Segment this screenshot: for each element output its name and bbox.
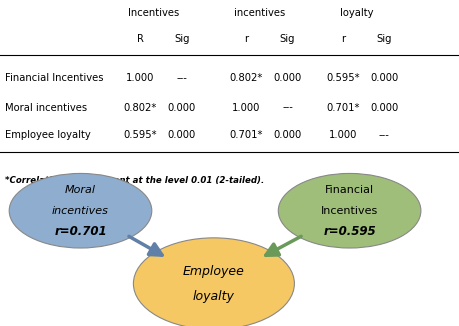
- Text: ---: ---: [281, 103, 292, 112]
- Text: r=0.701: r=0.701: [54, 225, 106, 238]
- Text: loyalty: loyalty: [192, 290, 235, 303]
- Text: 1.000: 1.000: [126, 73, 154, 83]
- Text: 0.000: 0.000: [273, 73, 301, 83]
- Text: r: r: [244, 34, 247, 44]
- Text: Employee: Employee: [183, 264, 244, 277]
- Text: incentives: incentives: [52, 206, 109, 216]
- Text: incentives: incentives: [234, 8, 285, 18]
- Text: Moral: Moral: [65, 185, 96, 195]
- Text: Moral incentives: Moral incentives: [5, 103, 87, 112]
- Text: loyalty: loyalty: [339, 8, 372, 18]
- Text: 0.000: 0.000: [273, 130, 301, 140]
- Text: 0.802*: 0.802*: [123, 103, 157, 112]
- Text: 0.000: 0.000: [167, 130, 196, 140]
- Text: 0.802*: 0.802*: [229, 73, 262, 83]
- Text: Sig: Sig: [174, 34, 189, 44]
- Text: *Correlation is significant at the level 0.01 (2-tailed).: *Correlation is significant at the level…: [5, 176, 263, 185]
- Text: R: R: [137, 34, 143, 44]
- Text: Financial Incentives: Financial Incentives: [5, 73, 103, 83]
- Text: 0.701*: 0.701*: [325, 103, 358, 112]
- Text: 0.595*: 0.595*: [325, 73, 359, 83]
- Text: Incentives: Incentives: [128, 8, 179, 18]
- Ellipse shape: [9, 173, 151, 248]
- Text: 0.000: 0.000: [369, 103, 397, 112]
- Text: Incentives: Incentives: [320, 206, 377, 216]
- Ellipse shape: [278, 173, 420, 248]
- Text: ---: ---: [378, 130, 389, 140]
- Text: r: r: [340, 34, 344, 44]
- Text: Sig: Sig: [279, 34, 295, 44]
- Text: Financial: Financial: [325, 185, 373, 195]
- Text: 0.595*: 0.595*: [123, 130, 157, 140]
- Text: Sig: Sig: [375, 34, 391, 44]
- Text: 0.000: 0.000: [167, 103, 196, 112]
- Text: ---: ---: [176, 73, 187, 83]
- Text: 0.000: 0.000: [369, 73, 397, 83]
- Text: r=0.595: r=0.595: [323, 225, 375, 238]
- Text: 0.701*: 0.701*: [229, 130, 262, 140]
- Ellipse shape: [133, 238, 294, 326]
- Text: 1.000: 1.000: [328, 130, 356, 140]
- Text: Employee loyalty: Employee loyalty: [5, 130, 90, 140]
- Text: 1.000: 1.000: [231, 103, 260, 112]
